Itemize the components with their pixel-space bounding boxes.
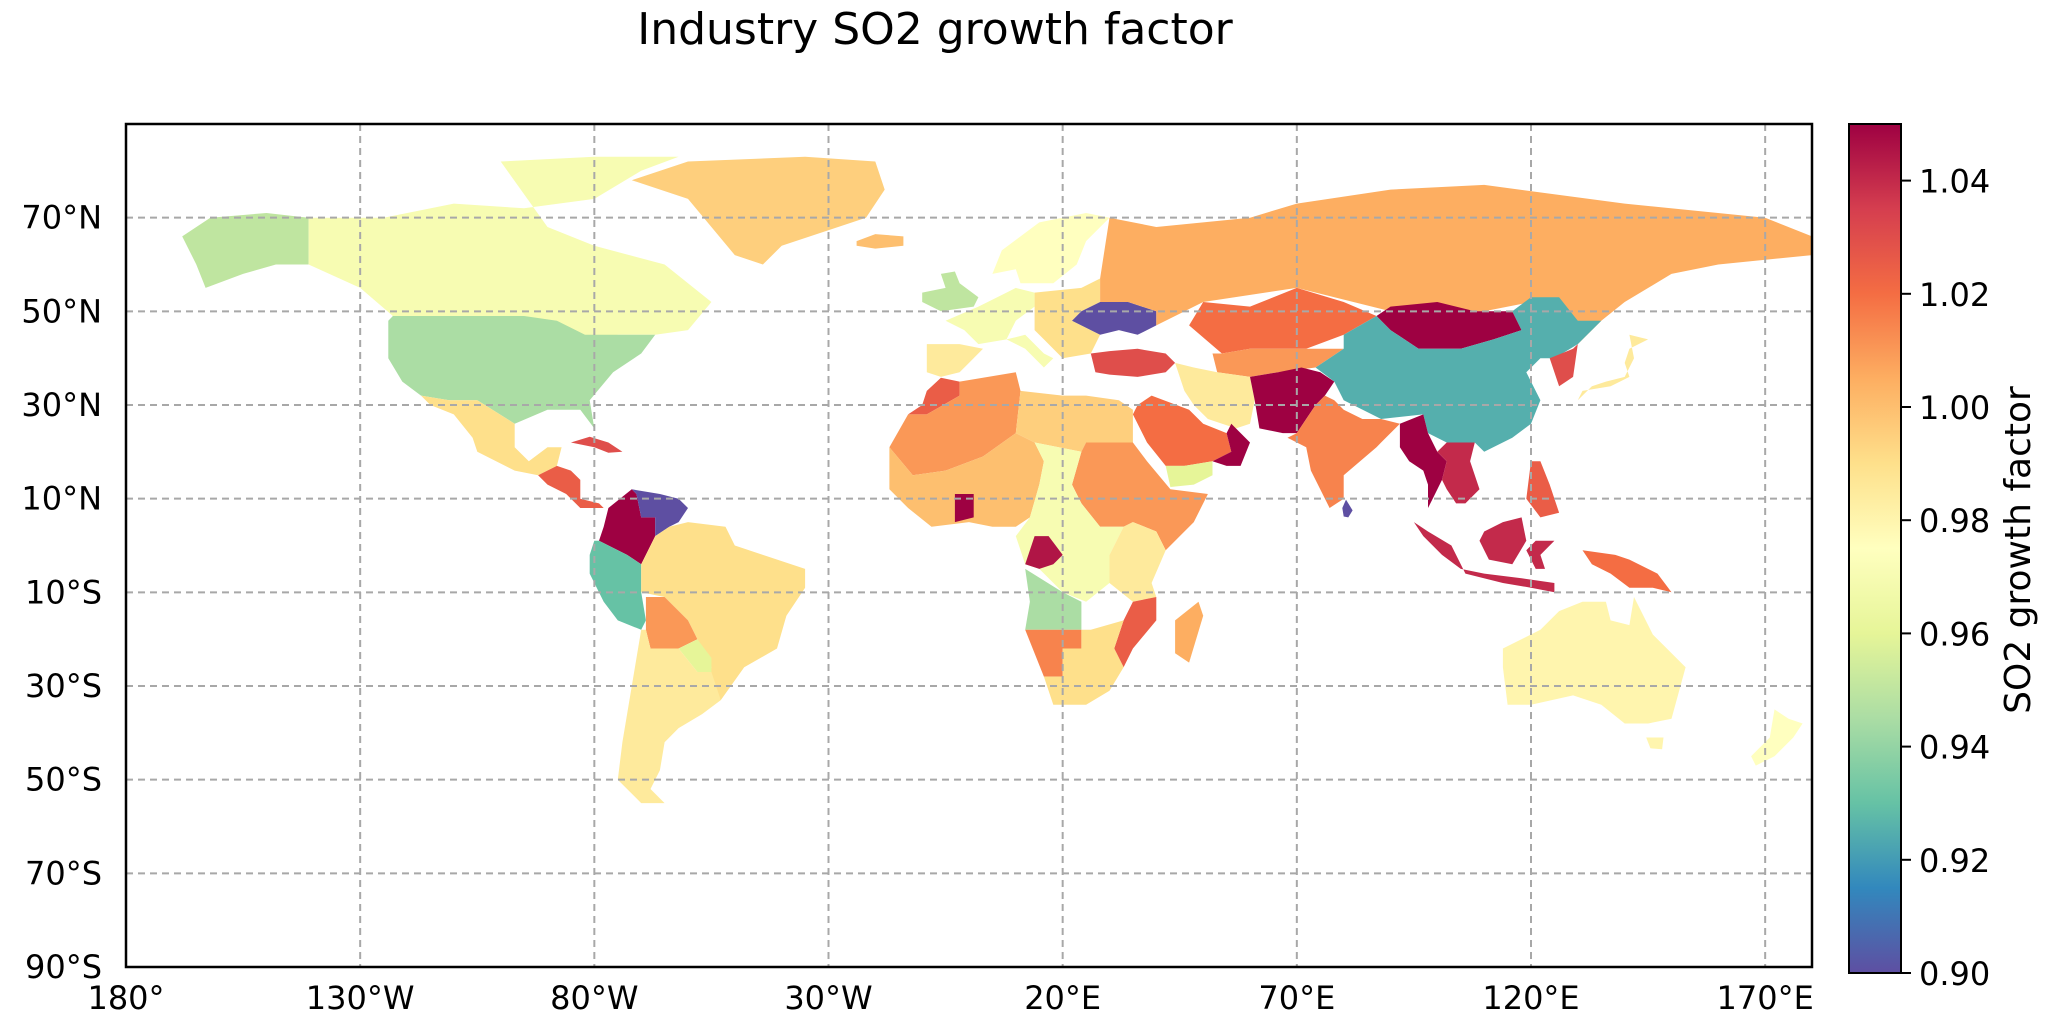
colorbar-tick-label: 0.94 <box>1919 729 1990 767</box>
region-central-asia <box>1212 348 1344 377</box>
region-saudi-arabia <box>1132 395 1232 466</box>
lon-tick-label: 20°E <box>1024 979 1101 1017</box>
region-kazakhstan <box>1189 287 1377 354</box>
region-bolivia <box>645 597 698 649</box>
region-sri-lanka <box>1342 499 1353 518</box>
region-iberia <box>926 344 983 377</box>
region-australia <box>1502 597 1686 724</box>
region-russia <box>1100 184 1812 345</box>
region-japan <box>1577 334 1649 401</box>
region-colombia <box>599 489 656 565</box>
lon-tick-label: 80°W <box>550 979 638 1017</box>
region-new-zealand <box>1751 709 1803 766</box>
lat-tick-label: 70°S <box>25 854 102 892</box>
region-mozambique <box>1114 597 1157 668</box>
region-china <box>1315 297 1602 452</box>
lat-tick-label: 50°N <box>21 292 102 330</box>
longitude-ticks: 180° 130°W 80°W 30°W 20°E 70°E 120°E 170°E <box>87 979 1813 1017</box>
region-yemen <box>1165 461 1213 487</box>
colorbar-tick-label: 1.04 <box>1919 163 1990 201</box>
colorbar-tick-label: 0.92 <box>1919 842 1990 880</box>
map-frame <box>124 122 1814 969</box>
latitude-ticks: 70°N 50°N 30°N 10°N 10°S 30°S 50°S 70°S 90°S <box>21 199 102 986</box>
region-scandinavia <box>992 213 1110 284</box>
lat-tick-label: 30°N <box>21 386 102 424</box>
region-western-europe <box>945 287 1054 368</box>
region-pakistan-afghanistan <box>1250 367 1335 434</box>
region-india <box>1287 395 1400 508</box>
region-iran <box>1175 362 1255 429</box>
colorbar-ticks: 1.04 1.02 1.00 0.98 0.96 0.94 0.92 0.90 <box>1901 163 1990 993</box>
region-west-africa <box>889 433 1044 527</box>
region-sudan-horn <box>1072 442 1208 551</box>
region-north-africa <box>889 372 1021 476</box>
region-paraguay <box>678 639 712 672</box>
region-madagascar <box>1175 601 1204 663</box>
region-east-africa <box>1109 522 1166 602</box>
region-brazil <box>641 522 806 701</box>
lat-tick-label: 10°S <box>25 573 102 611</box>
lat-tick-label: 10°N <box>21 480 102 518</box>
region-uk <box>922 271 979 312</box>
lat-tick-label: 70°N <box>21 199 102 237</box>
region-south-africa <box>1043 620 1124 705</box>
region-cuba <box>570 436 623 453</box>
colorbar <box>1848 123 1902 974</box>
region-venezuela <box>631 489 688 537</box>
lat-tick-label: 30°S <box>25 667 102 705</box>
region-borneo <box>1479 517 1527 565</box>
region-eastern-europe <box>1034 278 1101 359</box>
lon-tick-label: 130°W <box>306 979 415 1017</box>
region-turkey <box>1090 348 1176 377</box>
region-central-america <box>538 465 604 508</box>
region-ghana <box>954 494 974 523</box>
region-indonesia <box>1413 522 1555 593</box>
region-philippines <box>1526 461 1560 518</box>
region-ecuador-peru <box>589 540 646 630</box>
colorbar-label: SO2 growth factor <box>1998 386 2039 714</box>
region-alaska <box>182 213 309 288</box>
region-mexico <box>421 395 562 476</box>
gridlines <box>126 124 1812 967</box>
region-mongolia <box>1376 302 1522 349</box>
lon-tick-label: 170°E <box>1717 979 1814 1017</box>
lon-tick-label: 120°E <box>1482 979 1579 1017</box>
region-oman <box>1212 423 1250 466</box>
map-title: Industry SO2 growth factor <box>637 4 1233 55</box>
colorbar-tick-label: 0.98 <box>1919 502 1990 540</box>
land-layer <box>182 156 1812 804</box>
colorbar-tick-label: 0.96 <box>1919 615 1990 653</box>
region-libya-egypt <box>1015 390 1133 452</box>
lon-tick-label: 180° <box>87 979 164 1017</box>
region-morocco <box>908 377 960 415</box>
region-canada <box>308 156 712 349</box>
region-angola <box>1025 568 1082 630</box>
region-tasmania <box>1646 737 1664 750</box>
region-indochina <box>1437 442 1480 504</box>
region-greenland <box>631 156 885 265</box>
region-congo <box>1025 536 1063 569</box>
region-namibia <box>1025 629 1082 677</box>
lat-tick-label: 50°S <box>25 761 102 799</box>
colorbar-tick-label: 1.00 <box>1919 389 1990 427</box>
region-argentina-chile <box>617 629 721 804</box>
colorbar-tick-label: 1.02 <box>1919 276 1990 314</box>
region-iceland <box>856 234 904 249</box>
lon-tick-label: 30°W <box>784 979 872 1017</box>
colorbar-tick-label: 0.90 <box>1919 955 1990 993</box>
lat-tick-label: 90°S <box>25 948 102 986</box>
lon-tick-label: 70°E <box>1258 979 1335 1017</box>
region-korea <box>1549 344 1578 387</box>
region-papua-new-guinea <box>1582 550 1672 593</box>
region-ukraine <box>1072 302 1157 335</box>
region-sulawesi <box>1526 540 1555 569</box>
region-myanmar-thailand <box>1399 414 1447 508</box>
